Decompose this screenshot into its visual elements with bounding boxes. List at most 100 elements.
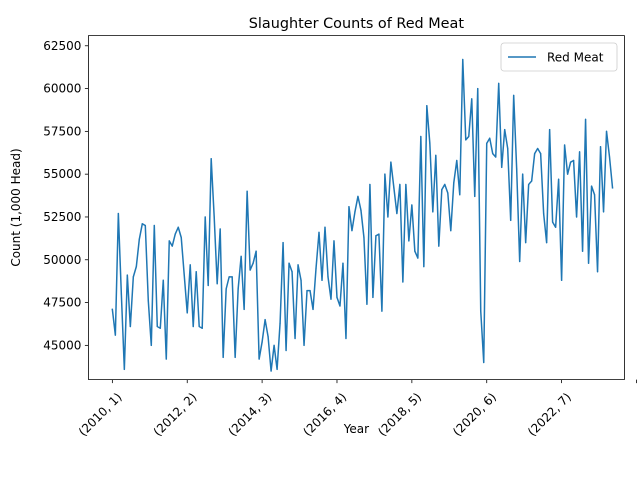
- data-point: [477, 87, 479, 90]
- data-point: [480, 310, 482, 312]
- data-point: [489, 137, 491, 139]
- data-point: [575, 216, 578, 218]
- data-point: [608, 156, 611, 158]
- data-point: [177, 226, 179, 228]
- y-tick-label: 52500: [43, 210, 81, 224]
- data-point: [210, 158, 212, 160]
- data-point: [120, 293, 122, 295]
- data-point: [183, 274, 185, 276]
- x-axis-label: Year: [343, 422, 369, 436]
- data-point: [555, 226, 557, 228]
- data-point: [450, 230, 452, 232]
- data-point: [558, 178, 560, 180]
- data-point: [174, 233, 176, 235]
- data-point: [540, 153, 542, 155]
- data-point: [156, 325, 158, 328]
- data-point: [375, 235, 377, 237]
- data-point: [249, 269, 251, 271]
- data-point: [447, 192, 449, 194]
- data-point: [483, 361, 485, 364]
- y-tick-label: 57500: [43, 124, 81, 138]
- data-point: [384, 173, 386, 175]
- data-point: [228, 276, 230, 278]
- data-point: [336, 296, 338, 299]
- data-point: [297, 264, 299, 266]
- data-point: [602, 211, 605, 213]
- data-point: [360, 209, 362, 211]
- data-point: [432, 211, 434, 213]
- data-point: [258, 358, 260, 360]
- data-point: [408, 240, 410, 242]
- data-point: [363, 236, 365, 239]
- data-point: [291, 271, 293, 273]
- data-point: [342, 262, 344, 264]
- data-point: [312, 308, 314, 311]
- data-point: [468, 135, 470, 138]
- data-point: [318, 231, 320, 233]
- data-point: [231, 276, 233, 278]
- data-point: [417, 257, 419, 259]
- data-point: [303, 344, 305, 346]
- data-point: [423, 266, 425, 268]
- data-point: [414, 250, 416, 252]
- data-point: [531, 180, 533, 182]
- data-point: [471, 98, 473, 100]
- data-point: [486, 142, 488, 144]
- data-point: [444, 183, 446, 186]
- data-point: [459, 194, 461, 196]
- data-point: [456, 159, 458, 162]
- data-point: [549, 129, 551, 131]
- data-point: [165, 358, 167, 360]
- data-point: [252, 262, 254, 264]
- data-point: [525, 242, 527, 244]
- data-point: [546, 242, 548, 244]
- data-point: [599, 146, 602, 148]
- chart-title: Slaughter Counts of Red Meat: [249, 16, 465, 32]
- data-point: [129, 325, 131, 328]
- data-point: [411, 204, 413, 206]
- data-point: [453, 182, 455, 184]
- data-point: [528, 183, 530, 186]
- data-point: [300, 279, 302, 281]
- data-point: [420, 135, 422, 138]
- data-point: [465, 139, 467, 141]
- data-point: [435, 154, 437, 156]
- data-point: [321, 279, 323, 281]
- data-point: [593, 194, 596, 196]
- data-point: [495, 156, 497, 158]
- data-point: [537, 147, 539, 150]
- data-point: [195, 271, 197, 273]
- data-point: [219, 228, 221, 230]
- data-point: [366, 303, 368, 305]
- data-point: [204, 216, 206, 218]
- data-point: [567, 173, 569, 175]
- data-point: [572, 159, 575, 162]
- data-point: [270, 370, 272, 372]
- data-point: [261, 341, 263, 343]
- data-point: [267, 336, 269, 338]
- data-point: [306, 289, 308, 292]
- y-axis-ticks: 45000 47500 50000 52500 55000 57500 60000 62500: [43, 39, 89, 352]
- data-point: [276, 368, 278, 370]
- data-point: [339, 305, 341, 307]
- data-point: [126, 274, 128, 276]
- data-point: [357, 195, 359, 198]
- data-point: [504, 129, 506, 131]
- data-point: [372, 296, 374, 299]
- data-point: [327, 276, 329, 278]
- data-point: [324, 226, 326, 228]
- data-point: [564, 144, 566, 146]
- data-point: [123, 368, 125, 370]
- legend-frame: [500, 42, 618, 72]
- data-point: [273, 344, 275, 346]
- data-point: [180, 236, 182, 239]
- data-point: [534, 153, 536, 155]
- data-point: [189, 264, 191, 266]
- data-point: [578, 151, 581, 153]
- data-point: [590, 185, 593, 187]
- y-tick-label: 47500: [43, 296, 81, 310]
- data-point: [498, 82, 500, 85]
- data-point: [605, 130, 608, 132]
- data-point: [315, 267, 317, 269]
- data-point: [150, 344, 152, 346]
